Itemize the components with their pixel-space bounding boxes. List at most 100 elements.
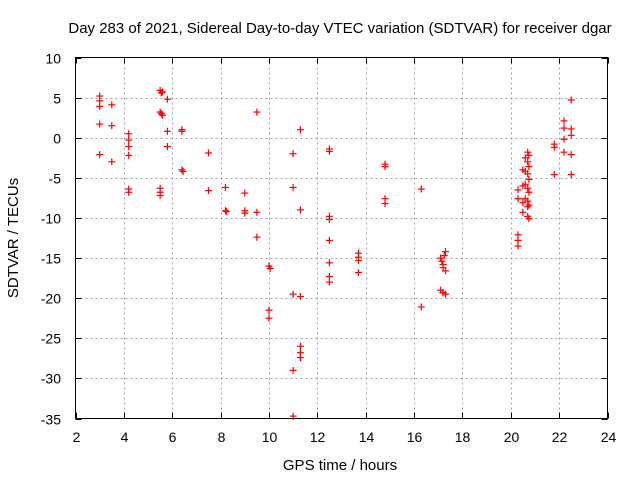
data-point xyxy=(441,267,449,275)
data-point xyxy=(441,290,449,298)
data-point xyxy=(417,303,425,311)
data-point xyxy=(125,143,133,151)
x-tick-label: 18 xyxy=(455,429,471,445)
data-point xyxy=(163,127,171,135)
data-point xyxy=(567,171,575,179)
data-point xyxy=(241,189,249,197)
data-point xyxy=(525,188,533,196)
chart-title: Day 283 of 2021, Sidereal Day-to-day VTE… xyxy=(68,20,611,37)
data-point xyxy=(156,191,164,199)
data-point xyxy=(560,148,568,156)
data-point xyxy=(514,242,522,250)
y-tick-label: 5 xyxy=(53,91,61,107)
data-point xyxy=(289,150,297,158)
data-point xyxy=(205,187,212,195)
data-point xyxy=(550,171,558,179)
y-tick-label: -30 xyxy=(41,371,61,387)
data-point xyxy=(223,208,231,216)
data-point xyxy=(441,248,449,256)
x-tick-label: 14 xyxy=(359,429,375,445)
data-point xyxy=(354,268,362,276)
data-point xyxy=(178,127,186,135)
x-tick-label: 24 xyxy=(601,429,617,445)
y-tick-label: -15 xyxy=(41,251,61,267)
grid-lines xyxy=(75,57,608,419)
data-point xyxy=(296,293,304,301)
x-tick-label: 2 xyxy=(73,429,81,445)
data-point xyxy=(325,259,333,267)
data-point xyxy=(567,131,575,139)
data-point xyxy=(96,102,104,110)
y-tick-labels: 10 5 0 -5 -10 -15 -20 -25 -30 -35 xyxy=(41,51,61,428)
data-point xyxy=(96,151,104,159)
x-axis-label: GPS time / hours xyxy=(283,457,397,474)
x-tick-labels: 2 4 6 8 10 12 14 16 18 20 22 24 xyxy=(73,429,617,445)
data-point xyxy=(296,342,304,350)
data-point xyxy=(560,117,568,125)
x-tick-label: 4 xyxy=(121,429,129,445)
data-point xyxy=(550,143,558,151)
x-tick-label: 22 xyxy=(552,429,568,445)
data-point xyxy=(524,148,532,156)
data-point xyxy=(440,252,448,260)
data-point xyxy=(289,183,297,191)
data-point xyxy=(296,354,304,362)
data-point xyxy=(567,96,575,104)
data-point xyxy=(108,101,116,109)
data-point xyxy=(289,290,297,298)
data-point xyxy=(525,215,533,223)
data-point xyxy=(524,203,532,211)
data-point xyxy=(521,180,529,188)
data-point xyxy=(125,151,133,159)
data-point xyxy=(521,154,529,162)
y-tick-label: 0 xyxy=(53,131,61,147)
data-point xyxy=(125,136,133,144)
data-point xyxy=(381,163,389,171)
data-point xyxy=(519,208,527,216)
data-point xyxy=(296,126,304,134)
data-point xyxy=(205,149,212,157)
data-point xyxy=(567,151,575,159)
data-point xyxy=(560,124,568,132)
y-tick-label: -35 xyxy=(41,412,61,428)
plot-frame xyxy=(75,57,608,419)
data-point xyxy=(108,158,116,166)
data-point xyxy=(179,167,187,175)
data-point xyxy=(524,170,532,178)
x-tick-label: 6 xyxy=(169,429,177,445)
data-point xyxy=(265,306,273,314)
data-point xyxy=(417,185,425,193)
data-point xyxy=(525,151,533,159)
data-point xyxy=(163,95,171,103)
data-point xyxy=(159,111,167,119)
data-point xyxy=(381,200,389,208)
y-axis-label: SDTVAR / TECUs xyxy=(5,178,22,298)
data-point xyxy=(157,110,165,118)
data-point xyxy=(325,278,333,286)
y-tick-label: -10 xyxy=(41,211,61,227)
y-tick-label: 10 xyxy=(45,51,61,67)
data-point xyxy=(96,120,104,128)
data-point xyxy=(265,314,273,322)
data-point xyxy=(221,207,229,215)
data-point xyxy=(241,209,249,217)
y-tick-label: -20 xyxy=(41,291,61,307)
data-point xyxy=(525,163,533,171)
data-point xyxy=(253,108,261,116)
data-point xyxy=(289,366,297,374)
y-tick-label: -5 xyxy=(49,171,62,187)
data-point xyxy=(178,166,186,174)
data-point xyxy=(163,143,171,151)
y-tick-label: -25 xyxy=(41,331,61,347)
data-point xyxy=(221,183,229,191)
data-point xyxy=(438,257,446,265)
x-tick-label: 10 xyxy=(262,429,278,445)
data-points xyxy=(96,86,575,420)
data-point xyxy=(524,158,532,166)
data-point xyxy=(296,206,304,214)
data-point xyxy=(125,188,133,196)
data-point xyxy=(253,208,261,216)
x-tick-label: 16 xyxy=(407,429,423,445)
data-point xyxy=(514,186,522,194)
